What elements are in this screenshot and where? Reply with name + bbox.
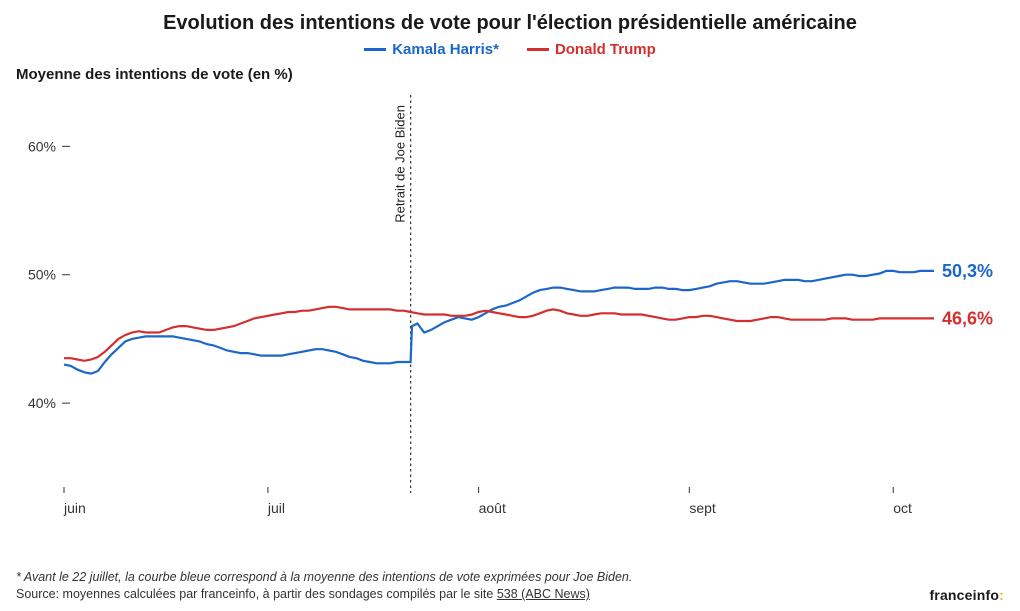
svg-text:oct: oct bbox=[893, 500, 912, 516]
chart-title: Evolution des intentions de vote pour l'… bbox=[16, 12, 1004, 35]
brand-logo: franceinfo: bbox=[929, 587, 1004, 603]
y-axis-title: Moyenne des intentions de vote (en %) bbox=[16, 66, 1004, 83]
svg-text:50%: 50% bbox=[28, 267, 56, 283]
legend-item-harris: Kamala Harris* bbox=[364, 41, 499, 58]
footnote-source-prefix: Source: moyennes calculées par franceinf… bbox=[16, 587, 497, 601]
footnote: * Avant le 22 juillet, la courbe bleue c… bbox=[16, 569, 1004, 603]
chart-plot-area: 40% 50% 60% juin juil août sept oct Retrait de J… bbox=[16, 85, 1004, 565]
brand-colon: : bbox=[999, 587, 1004, 603]
svg-text:sept: sept bbox=[689, 500, 716, 516]
svg-text:40%: 40% bbox=[28, 395, 56, 411]
svg-text:juin: juin bbox=[63, 500, 86, 516]
svg-text:août: août bbox=[479, 500, 506, 516]
line-chart-svg: 40% 50% 60% juin juil août sept oct Retrait de J… bbox=[16, 85, 1004, 525]
svg-text:juil: juil bbox=[267, 500, 285, 516]
legend-swatch-trump bbox=[527, 48, 549, 51]
chart-container: Evolution des intentions de vote pour l'… bbox=[0, 0, 1020, 611]
legend-item-trump: Donald Trump bbox=[527, 41, 656, 58]
svg-text:50,3%: 50,3% bbox=[942, 261, 993, 281]
footnote-star: * Avant le 22 juillet, la courbe bleue c… bbox=[16, 569, 1004, 586]
legend-swatch-harris bbox=[364, 48, 386, 51]
legend-label-trump: Donald Trump bbox=[555, 41, 656, 58]
svg-text:46,6%: 46,6% bbox=[942, 308, 993, 328]
svg-text:60%: 60% bbox=[28, 138, 56, 154]
legend: Kamala Harris* Donald Trump bbox=[16, 41, 1004, 58]
footnote-source: Source: moyennes calculées par franceinf… bbox=[16, 586, 1004, 603]
footnote-source-link[interactable]: 538 (ABC News) bbox=[497, 587, 590, 601]
legend-label-harris: Kamala Harris* bbox=[392, 41, 499, 58]
brand-name: franceinfo bbox=[929, 587, 999, 603]
svg-text:Retrait de Joe Biden: Retrait de Joe Biden bbox=[393, 105, 408, 223]
